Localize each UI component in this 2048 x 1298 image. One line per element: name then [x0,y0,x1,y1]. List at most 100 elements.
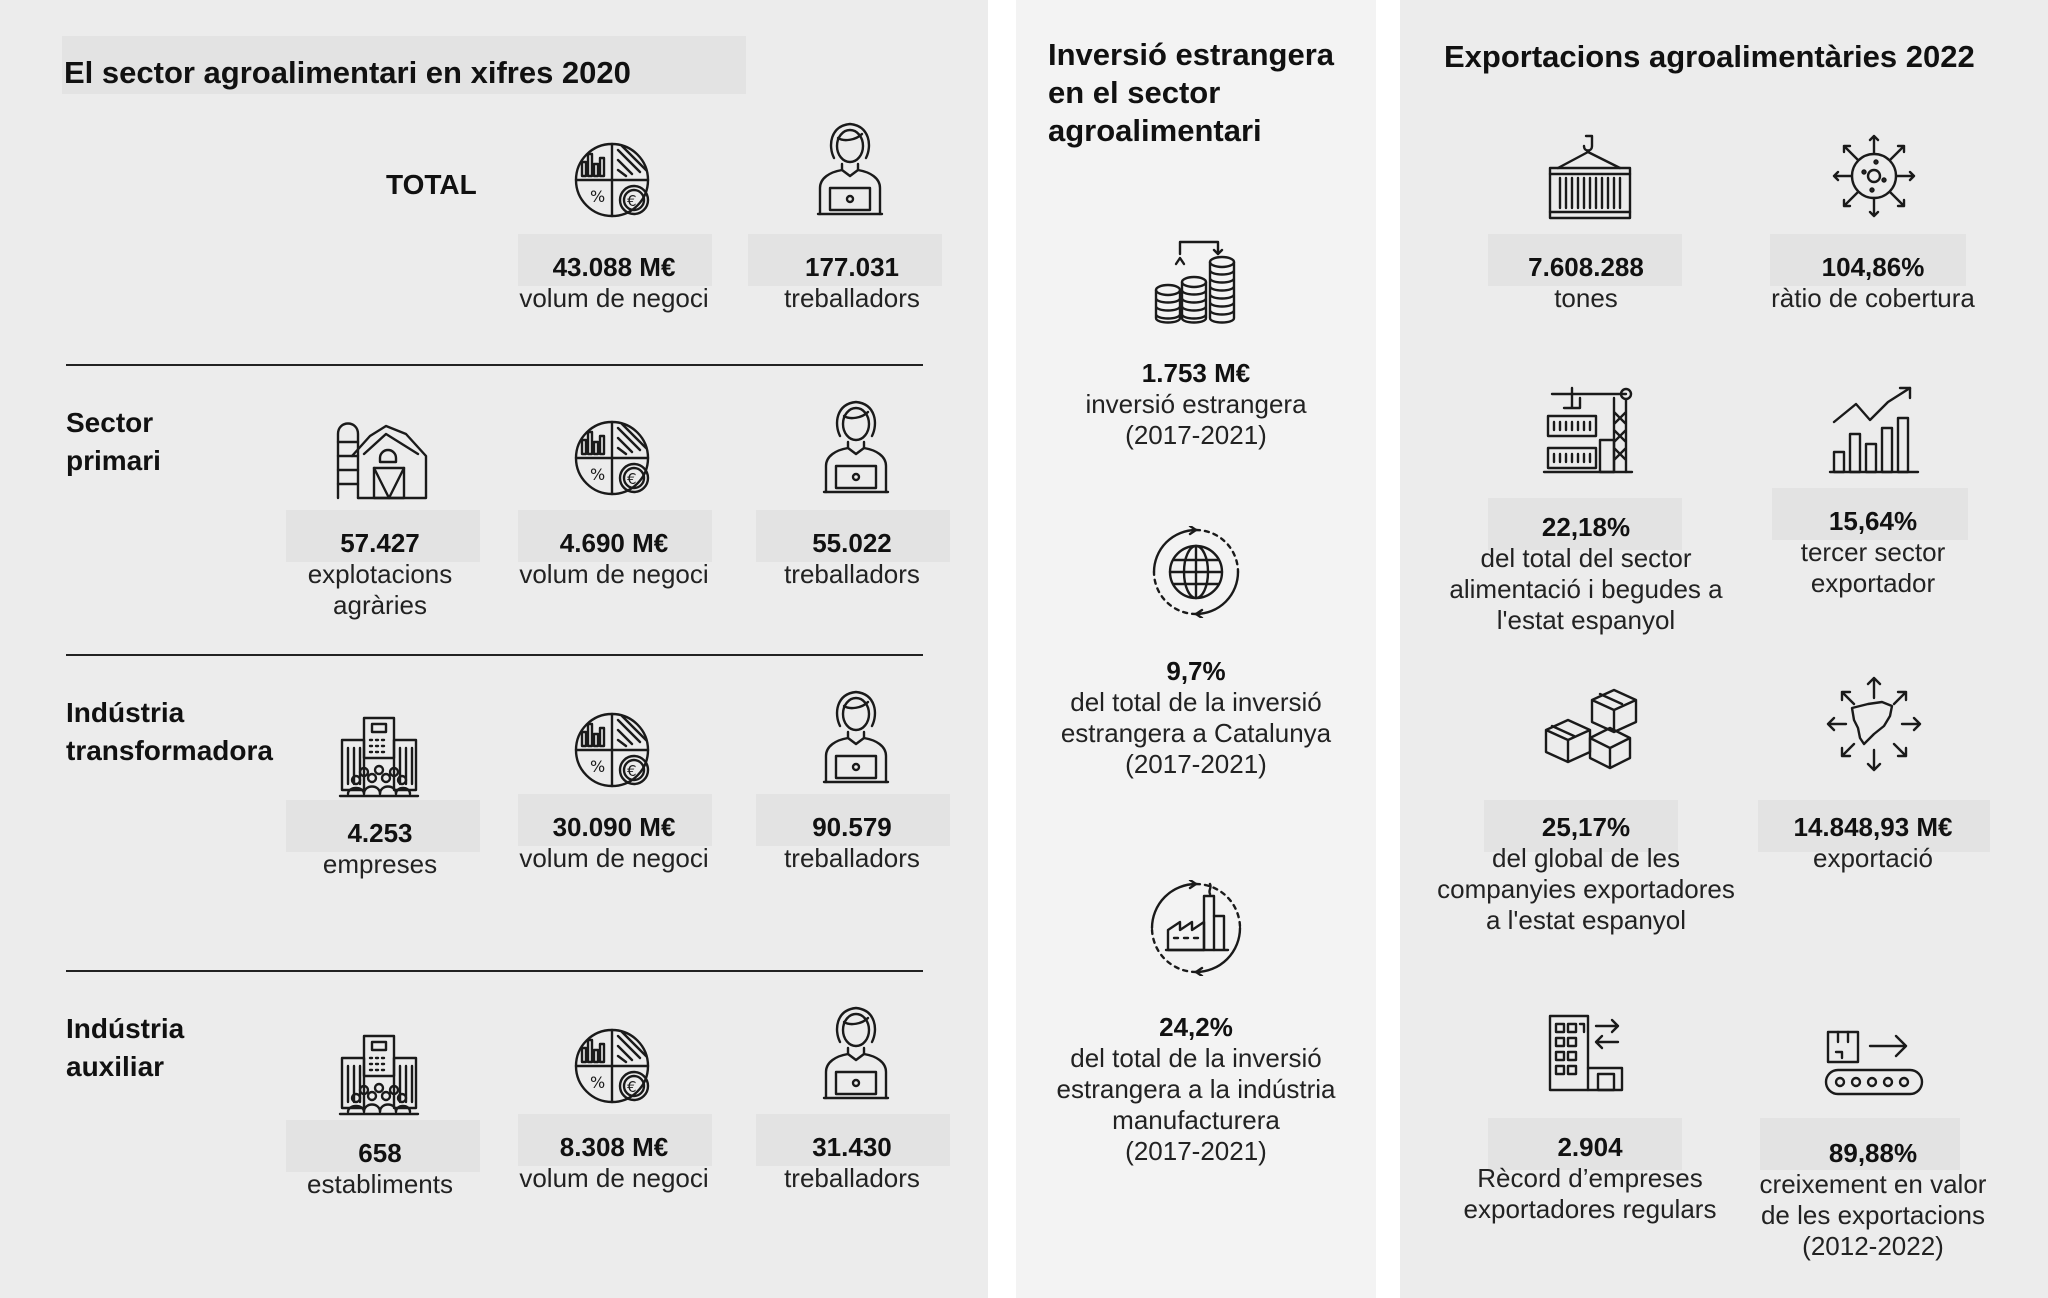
company-building-icon [336,714,422,800]
total-label: TOTAL [386,169,477,200]
stat-label: del global de les [1492,843,1680,873]
stat-record-empreses: 2.904 Rècord d’empreses exportadores reg… [1464,1132,1717,1225]
stat-label: treballadors [784,1163,920,1193]
stat-value: 57.427 [340,528,420,558]
title-line: agroalimentari [1048,113,1262,148]
svg-text:€: € [627,470,637,488]
stat-empreses: 4.253 empreses [323,818,437,880]
stat-label: explotacions [307,559,453,589]
port-crane-icon [1542,384,1634,476]
stat-value: 22,18% [1541,512,1631,542]
worker-laptop-icon [818,686,894,788]
stat-label: exportadores regulars [1463,1194,1717,1224]
business-volume-pie-icon: % € [574,418,656,500]
row-label-line: Indústria [66,1013,185,1044]
title-line: en el sector [1048,75,1221,110]
value-background [518,510,712,562]
globe-cycle-icon [1150,526,1242,618]
growth-chart-icon [1826,382,1922,478]
stat-ratio-cobertura: 104,86% ràtio de cobertura [1771,252,1975,314]
stat-label: volum de negoci [519,559,709,589]
stat-total-treballadors: 177.031 treballadors [784,252,920,314]
stat-inversio-estrangera: 1.753 M€ inversió estrangera (2017-2021) [1085,358,1306,451]
stat-label: treballadors [784,559,920,589]
stat-tercer-sector: 15,64% tercer sector exportador [1801,506,1946,599]
value-background [518,234,712,286]
stat-primari-treballadors: 55.022 treballadors [784,528,920,590]
svg-text:€: € [627,762,637,780]
stat-label: exportació [1813,843,1933,873]
stat-value: 4.253 [347,818,413,848]
stat-label: volum de negoci [519,283,709,313]
stat-label: l'estat espanyol [1496,605,1676,635]
worker-laptop-icon [818,396,894,498]
factory-cycle-icon [1148,880,1244,976]
stat-tones: 7.608.288 tones [1528,252,1644,314]
value-background [756,510,950,562]
stat-label: del total de la inversió [1070,687,1322,717]
row-label-industria-auxiliar: Indústria auxiliar [66,1010,184,1086]
value-background [286,510,480,562]
stat-value: 55.022 [812,528,892,558]
row-label-line: auxiliar [66,1051,165,1082]
stat-companyies-exportadores: 25,17% del global de les companyies expo… [1437,812,1735,936]
stat-transformadora-treballadors: 90.579 treballadors [784,812,920,874]
stat-value: 104,86% [1821,252,1925,282]
row-label-sector-primari: Sector primari [66,404,161,480]
conveyor-belt-icon [1822,1024,1926,1100]
value-background [1488,1118,1682,1170]
value-background [756,794,950,846]
row-divider [66,970,923,972]
stat-label: agràries [333,590,427,620]
stat-label: companyies exportadores [1437,874,1735,904]
value-background [1758,800,1990,852]
worker-laptop-icon [812,118,888,220]
coin-stacks-icon [1152,236,1240,328]
row-label-line: Indústria [66,697,185,728]
business-volume-pie-icon: % € [574,140,656,222]
stat-exportacio: 14.848,93 M€ exportació [1793,812,1952,874]
stat-value: 177.031 [805,252,899,282]
stat-value: 31.430 [812,1132,892,1162]
stat-value: 8.308 M€ [559,1132,669,1162]
stat-label: empreses [322,849,438,879]
stat-value: 7.608.288 [1528,252,1644,282]
stat-label: (2017-2021) [1125,749,1267,779]
stat-label: tercer sector [1800,537,1946,567]
left-panel-title: El sector agroalimentari en xifres 2020 [64,55,631,90]
row-label-line: primari [66,445,161,476]
value-background [286,1120,480,1172]
warehouse-exchange-icon [1546,1012,1628,1094]
right-panel [1400,0,2048,1298]
stat-label: ràtio de cobertura [1771,283,1975,313]
value-background [1760,1118,1960,1170]
stat-creixement-exportacions: 89,88% creixement en valor de les export… [1760,1138,1987,1262]
row-divider [66,364,923,366]
stat-label: manufacturera [1112,1105,1280,1135]
stat-label: treballadors [784,843,920,873]
value-background [286,800,480,852]
stat-total-sector-alimentacio: 22,18% del total del sector alimentació … [1449,512,1722,636]
stat-label: estrangera a la indústria [1056,1074,1336,1104]
stat-value: 1.753 M€ [1141,358,1251,388]
stat-label: del total de la inversió [1070,1043,1322,1073]
business-volume-pie-icon: % € [574,1026,656,1108]
worker-laptop-icon [818,1002,894,1104]
stat-transformadora-volum: 30.090 M€ volum de negoci [519,812,708,874]
stat-label: volum de negoci [519,1163,709,1193]
svg-text:%: % [590,1073,605,1092]
stat-label: inversió estrangera [1085,389,1307,419]
stat-value: 43.088 M€ [552,252,676,282]
barn-silo-icon [334,412,430,502]
middle-panel-title: Inversió estrangera en el sector agroali… [1048,36,1334,150]
stat-label: alimentació i begudes a [1449,574,1723,604]
stat-value: 30.090 M€ [552,812,676,842]
value-background [1484,800,1678,852]
row-divider [66,654,923,656]
svg-text:%: % [590,465,605,484]
stat-label: Rècord d’empreses [1477,1163,1703,1193]
value-background [1772,488,1968,540]
stat-value: 14.848,93 M€ [1793,812,1953,842]
stat-label: creixement en valor [1759,1169,1987,1199]
svg-text:%: % [590,757,605,776]
